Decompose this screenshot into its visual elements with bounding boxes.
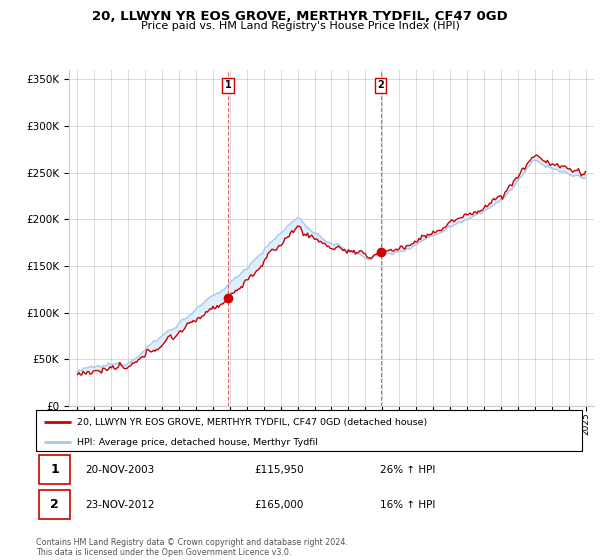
Text: 16% ↑ HPI: 16% ↑ HPI xyxy=(380,500,436,510)
FancyBboxPatch shape xyxy=(39,490,70,520)
Text: 1: 1 xyxy=(50,463,59,476)
Text: HPI: Average price, detached house, Merthyr Tydfil: HPI: Average price, detached house, Mert… xyxy=(77,438,318,447)
Text: 1: 1 xyxy=(225,80,232,90)
FancyBboxPatch shape xyxy=(36,410,582,451)
Text: £115,950: £115,950 xyxy=(254,465,304,475)
Text: Price paid vs. HM Land Registry's House Price Index (HPI): Price paid vs. HM Land Registry's House … xyxy=(140,21,460,31)
Text: 23-NOV-2012: 23-NOV-2012 xyxy=(85,500,155,510)
Text: 2: 2 xyxy=(377,80,384,90)
Text: £165,000: £165,000 xyxy=(254,500,304,510)
Text: 20, LLWYN YR EOS GROVE, MERTHYR TYDFIL, CF47 0GD: 20, LLWYN YR EOS GROVE, MERTHYR TYDFIL, … xyxy=(92,10,508,23)
Text: 26% ↑ HPI: 26% ↑ HPI xyxy=(380,465,436,475)
Text: 20-NOV-2003: 20-NOV-2003 xyxy=(85,465,154,475)
Text: 20, LLWYN YR EOS GROVE, MERTHYR TYDFIL, CF47 0GD (detached house): 20, LLWYN YR EOS GROVE, MERTHYR TYDFIL, … xyxy=(77,418,427,427)
Text: Contains HM Land Registry data © Crown copyright and database right 2024.
This d: Contains HM Land Registry data © Crown c… xyxy=(36,538,348,557)
Text: 2: 2 xyxy=(50,498,59,511)
FancyBboxPatch shape xyxy=(39,455,70,484)
